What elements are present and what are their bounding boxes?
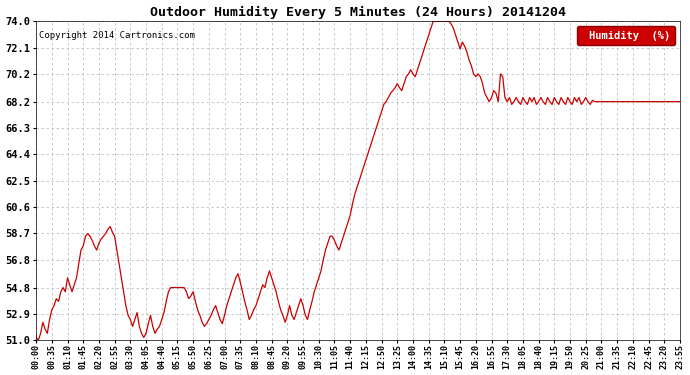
- Title: Outdoor Humidity Every 5 Minutes (24 Hours) 20141204: Outdoor Humidity Every 5 Minutes (24 Hou…: [150, 6, 566, 19]
- Legend: Humidity  (%): Humidity (%): [577, 26, 675, 45]
- Text: Copyright 2014 Cartronics.com: Copyright 2014 Cartronics.com: [39, 31, 195, 40]
